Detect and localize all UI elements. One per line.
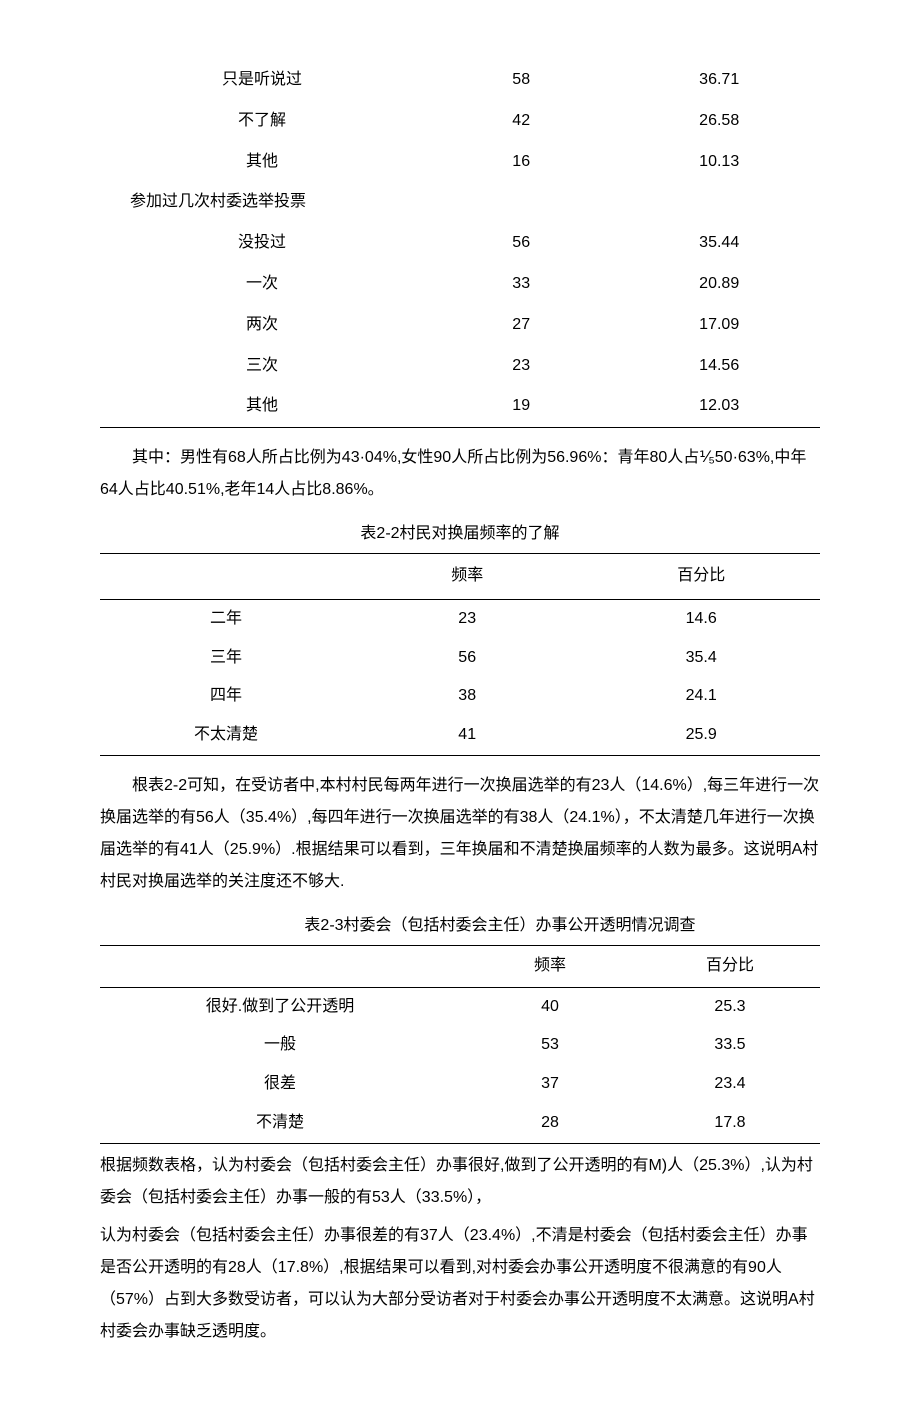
row-label: 二年 — [100, 599, 352, 638]
paragraph-table3-analysis-b: 认为村委会（包括村委会主任）办事很差的有37人（23.4%）,不清是村委会（包括… — [100, 1220, 820, 1348]
row-freq: 53 — [460, 1026, 640, 1065]
paragraph-table3-analysis-a: 根据频数表格，认为村委会（包括村委会主任）办事很好,做到了公开透明的有M)人（2… — [100, 1150, 820, 1214]
row-pct: 25.3 — [640, 987, 820, 1026]
row-freq: 23 — [352, 599, 582, 638]
row-label: 三年 — [100, 639, 352, 678]
row-freq: 58 — [424, 60, 618, 101]
row-label: 其他 — [100, 386, 424, 427]
group-header: 参加过几次村委选举投票 — [100, 182, 820, 223]
row-freq: 28 — [460, 1104, 640, 1143]
row-freq: 56 — [352, 639, 582, 678]
table-row: 四年 38 24.1 — [100, 677, 820, 716]
row-pct: 35.4 — [582, 639, 820, 678]
row-pct: 24.1 — [582, 677, 820, 716]
row-freq: 27 — [424, 305, 618, 346]
table-row: 其他 19 12.03 — [100, 386, 820, 427]
header-freq: 频率 — [460, 945, 640, 987]
paragraph-table2-analysis: 根表2-2可知，在受访者中,本村村民每两年进行一次换届选举的有23人（14.6%… — [100, 770, 820, 898]
row-pct: 36.71 — [618, 60, 820, 101]
table3-title: 表2-3村委会（包括村委会主任）办事公开透明情况调查 — [100, 912, 820, 941]
table-row: 其他 16 10.13 — [100, 142, 820, 183]
row-label: 只是听说过 — [100, 60, 424, 101]
row-label: 很好.做到了公开透明 — [100, 987, 460, 1026]
table-row: 一般 53 33.5 — [100, 1026, 820, 1065]
row-pct: 23.4 — [640, 1065, 820, 1104]
row-pct: 10.13 — [618, 142, 820, 183]
table-row: 很差 37 23.4 — [100, 1065, 820, 1104]
row-pct: 14.56 — [618, 346, 820, 387]
row-label: 很差 — [100, 1065, 460, 1104]
paragraph-demographics: 其中：男性有68人所占比例为43·04%,女性90人所占比例为56.96%：青年… — [100, 442, 820, 506]
table-header-row: 频率 百分比 — [100, 553, 820, 599]
table-row: 很好.做到了公开透明 40 25.3 — [100, 987, 820, 1026]
header-blank — [100, 945, 460, 987]
table-row: 只是听说过 58 36.71 — [100, 60, 820, 101]
row-pct: 17.8 — [640, 1104, 820, 1143]
row-freq: 42 — [424, 101, 618, 142]
row-label: 三次 — [100, 346, 424, 387]
group-header-row: 参加过几次村委选举投票 — [100, 182, 820, 223]
table-row: 没投过 56 35.44 — [100, 223, 820, 264]
row-pct: 35.44 — [618, 223, 820, 264]
row-pct: 20.89 — [618, 264, 820, 305]
table-header-row: 频率 百分比 — [100, 945, 820, 987]
row-label: 不太清楚 — [100, 716, 352, 755]
row-freq: 56 — [424, 223, 618, 264]
row-pct: 26.58 — [618, 101, 820, 142]
survey-table-2: 频率 百分比 二年 23 14.6 三年 56 35.4 四年 38 24.1 … — [100, 553, 820, 756]
row-freq: 23 — [424, 346, 618, 387]
survey-table-1: 只是听说过 58 36.71 不了解 42 26.58 其他 16 10.13 … — [100, 60, 820, 428]
row-label: 一般 — [100, 1026, 460, 1065]
row-freq: 16 — [424, 142, 618, 183]
table-row: 二年 23 14.6 — [100, 599, 820, 638]
row-freq: 41 — [352, 716, 582, 755]
row-freq: 33 — [424, 264, 618, 305]
row-pct: 12.03 — [618, 386, 820, 427]
survey-table-3: 频率 百分比 很好.做到了公开透明 40 25.3 一般 53 33.5 很差 … — [100, 945, 820, 1144]
row-label: 不清楚 — [100, 1104, 460, 1143]
row-pct: 25.9 — [582, 716, 820, 755]
row-label: 两次 — [100, 305, 424, 346]
row-pct: 17.09 — [618, 305, 820, 346]
table2-title: 表2-2村民对换届频率的了解 — [100, 520, 820, 549]
header-pct: 百分比 — [640, 945, 820, 987]
header-freq: 频率 — [352, 553, 582, 599]
table-row: 不清楚 28 17.8 — [100, 1104, 820, 1143]
table-row: 三次 23 14.56 — [100, 346, 820, 387]
table-row: 不了解 42 26.58 — [100, 101, 820, 142]
row-label: 其他 — [100, 142, 424, 183]
row-label: 一次 — [100, 264, 424, 305]
table-row: 不太清楚 41 25.9 — [100, 716, 820, 755]
header-pct: 百分比 — [582, 553, 820, 599]
row-label: 没投过 — [100, 223, 424, 264]
header-blank — [100, 553, 352, 599]
table-row: 两次 27 17.09 — [100, 305, 820, 346]
row-label: 四年 — [100, 677, 352, 716]
table-row: 一次 33 20.89 — [100, 264, 820, 305]
row-freq: 19 — [424, 386, 618, 427]
row-label: 不了解 — [100, 101, 424, 142]
row-freq: 38 — [352, 677, 582, 716]
row-freq: 40 — [460, 987, 640, 1026]
row-freq: 37 — [460, 1065, 640, 1104]
row-pct: 14.6 — [582, 599, 820, 638]
row-pct: 33.5 — [640, 1026, 820, 1065]
table-row: 三年 56 35.4 — [100, 639, 820, 678]
